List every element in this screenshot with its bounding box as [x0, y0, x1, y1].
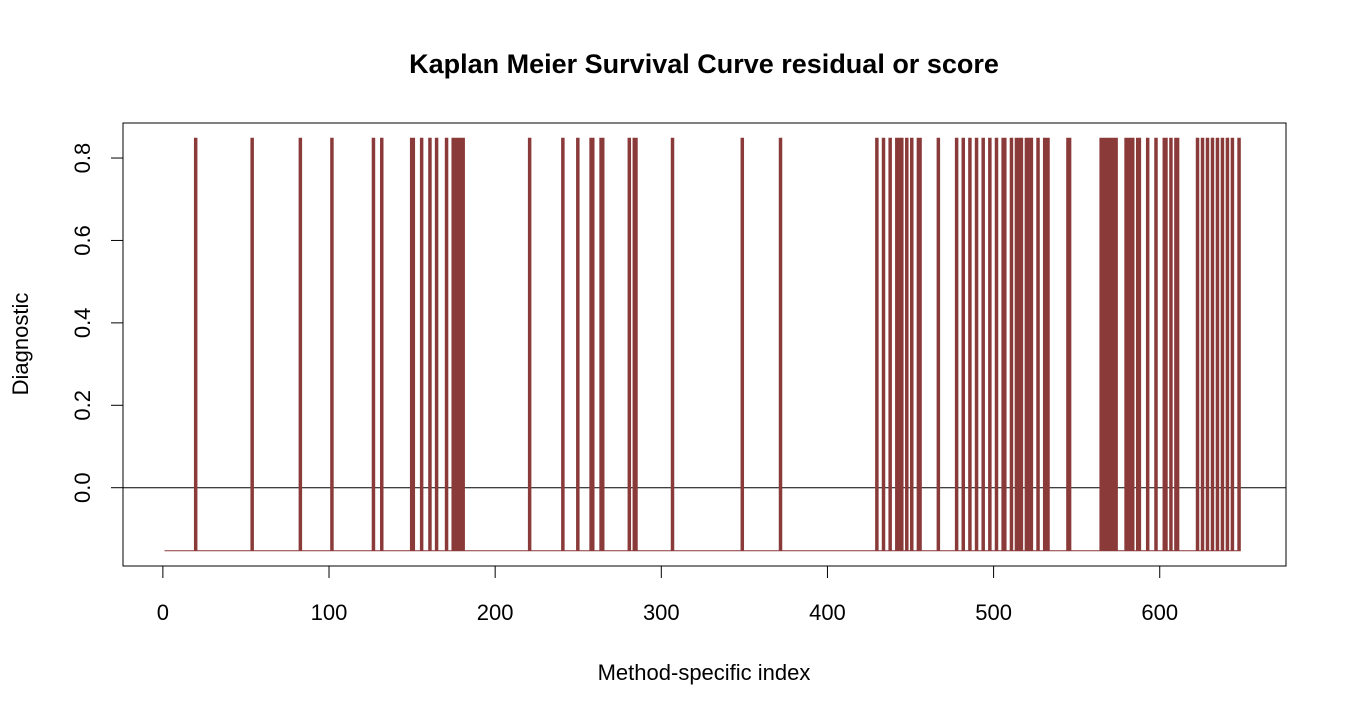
- x-tick-label: 600: [1141, 600, 1178, 625]
- x-tick-label: 100: [311, 600, 348, 625]
- y-axis: 0.0 0.2 0.4 0.6 0.8: [70, 143, 124, 503]
- x-axis: 0 100 200 300 400 500 600: [157, 565, 1178, 625]
- x-tick-label: 200: [477, 600, 514, 625]
- plot-area: [123, 137, 1286, 552]
- plot-frame: [122, 122, 1287, 567]
- x-tick-label: 0: [157, 600, 169, 625]
- y-axis-label: Diagnostic: [8, 293, 33, 396]
- series-line: [164, 137, 1241, 552]
- y-tick-label: 0.6: [70, 225, 95, 256]
- x-tick-label: 400: [809, 600, 846, 625]
- x-tick-label: 500: [975, 600, 1012, 625]
- y-tick-label: 0.2: [70, 390, 95, 421]
- y-tick-label: 0.8: [70, 143, 95, 174]
- x-axis-label: Method-specific index: [598, 660, 811, 685]
- y-tick-label: 0.4: [70, 308, 95, 339]
- chart-title: Kaplan Meier Survival Curve residual or …: [409, 49, 999, 79]
- y-tick-label: 0.0: [70, 472, 95, 503]
- x-tick-label: 300: [643, 600, 680, 625]
